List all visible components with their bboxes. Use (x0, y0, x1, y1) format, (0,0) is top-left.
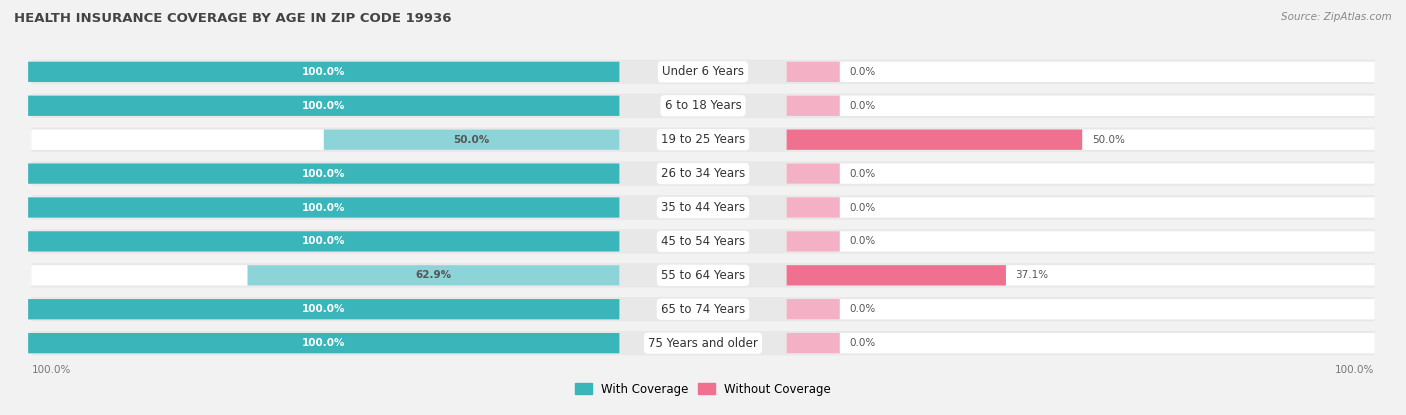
Text: 50.0%: 50.0% (1092, 135, 1125, 145)
FancyBboxPatch shape (31, 299, 620, 320)
Text: 0.0%: 0.0% (849, 67, 876, 77)
FancyBboxPatch shape (31, 263, 1375, 288)
Text: 0.0%: 0.0% (849, 338, 876, 348)
Text: 100.0%: 100.0% (302, 101, 346, 111)
FancyBboxPatch shape (786, 265, 1375, 286)
Text: 0.0%: 0.0% (849, 203, 876, 212)
Text: 100.0%: 100.0% (31, 365, 70, 375)
FancyBboxPatch shape (786, 129, 1375, 150)
Text: 26 to 34 Years: 26 to 34 Years (661, 167, 745, 180)
Text: 0.0%: 0.0% (849, 304, 876, 314)
FancyBboxPatch shape (323, 129, 620, 150)
FancyBboxPatch shape (31, 93, 1375, 118)
FancyBboxPatch shape (31, 127, 1375, 152)
FancyBboxPatch shape (31, 265, 620, 286)
Text: 6 to 18 Years: 6 to 18 Years (665, 99, 741, 112)
FancyBboxPatch shape (786, 265, 1005, 286)
FancyBboxPatch shape (28, 197, 620, 218)
FancyBboxPatch shape (31, 197, 620, 218)
FancyBboxPatch shape (786, 197, 1375, 218)
FancyBboxPatch shape (786, 95, 839, 116)
Text: 19 to 25 Years: 19 to 25 Years (661, 133, 745, 146)
FancyBboxPatch shape (786, 62, 1375, 82)
FancyBboxPatch shape (786, 333, 839, 353)
Text: 100.0%: 100.0% (302, 67, 346, 77)
FancyBboxPatch shape (786, 231, 1375, 251)
FancyBboxPatch shape (31, 331, 1375, 355)
FancyBboxPatch shape (31, 95, 620, 116)
Text: 62.9%: 62.9% (415, 270, 451, 280)
Text: 37.1%: 37.1% (1015, 270, 1049, 280)
Text: 100.0%: 100.0% (302, 338, 346, 348)
FancyBboxPatch shape (31, 164, 620, 184)
FancyBboxPatch shape (786, 164, 1375, 184)
Text: 100.0%: 100.0% (302, 237, 346, 247)
FancyBboxPatch shape (31, 129, 620, 150)
FancyBboxPatch shape (28, 231, 620, 251)
Text: Under 6 Years: Under 6 Years (662, 65, 744, 78)
FancyBboxPatch shape (786, 62, 839, 82)
FancyBboxPatch shape (786, 197, 839, 218)
FancyBboxPatch shape (31, 195, 1375, 220)
FancyBboxPatch shape (28, 164, 620, 184)
FancyBboxPatch shape (31, 161, 1375, 186)
FancyBboxPatch shape (31, 297, 1375, 322)
Text: 100.0%: 100.0% (302, 304, 346, 314)
FancyBboxPatch shape (786, 164, 839, 184)
FancyBboxPatch shape (786, 299, 839, 320)
FancyBboxPatch shape (786, 333, 1375, 353)
FancyBboxPatch shape (31, 333, 620, 353)
Text: 55 to 64 Years: 55 to 64 Years (661, 269, 745, 282)
FancyBboxPatch shape (28, 95, 620, 116)
Text: 35 to 44 Years: 35 to 44 Years (661, 201, 745, 214)
Text: 100.0%: 100.0% (1336, 365, 1375, 375)
FancyBboxPatch shape (31, 62, 620, 82)
FancyBboxPatch shape (31, 229, 1375, 254)
FancyBboxPatch shape (31, 60, 1375, 84)
FancyBboxPatch shape (247, 265, 620, 286)
Text: 100.0%: 100.0% (302, 203, 346, 212)
FancyBboxPatch shape (786, 231, 839, 251)
Legend: With Coverage, Without Coverage: With Coverage, Without Coverage (571, 378, 835, 400)
FancyBboxPatch shape (786, 299, 1375, 320)
Text: HEALTH INSURANCE COVERAGE BY AGE IN ZIP CODE 19936: HEALTH INSURANCE COVERAGE BY AGE IN ZIP … (14, 12, 451, 25)
Text: 75 Years and older: 75 Years and older (648, 337, 758, 350)
FancyBboxPatch shape (786, 95, 1375, 116)
Text: 45 to 54 Years: 45 to 54 Years (661, 235, 745, 248)
Text: 0.0%: 0.0% (849, 101, 876, 111)
Text: 65 to 74 Years: 65 to 74 Years (661, 303, 745, 316)
Text: 50.0%: 50.0% (454, 135, 489, 145)
Text: Source: ZipAtlas.com: Source: ZipAtlas.com (1281, 12, 1392, 22)
FancyBboxPatch shape (28, 62, 620, 82)
FancyBboxPatch shape (786, 129, 1083, 150)
FancyBboxPatch shape (31, 231, 620, 251)
FancyBboxPatch shape (28, 333, 620, 353)
Text: 0.0%: 0.0% (849, 168, 876, 178)
FancyBboxPatch shape (28, 299, 620, 320)
Text: 0.0%: 0.0% (849, 237, 876, 247)
Text: 100.0%: 100.0% (302, 168, 346, 178)
